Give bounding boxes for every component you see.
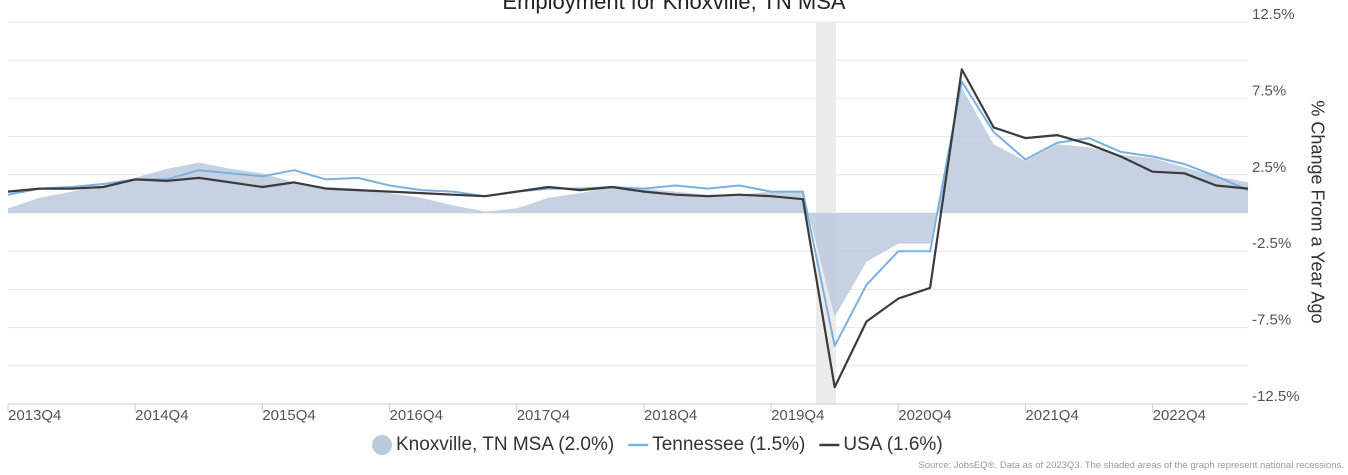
legend-label: USA (1.6%) bbox=[843, 434, 942, 455]
area bbox=[8, 87, 1248, 317]
x-tick-label: 2013Q4 bbox=[8, 407, 61, 424]
x-tick-label: 2020Q4 bbox=[898, 407, 951, 424]
legend-swatch bbox=[372, 435, 392, 455]
y-tick-label: -12.5% bbox=[1252, 388, 1300, 405]
y-tick-label: 12.5% bbox=[1252, 6, 1295, 23]
legend-label: Knoxville, TN MSA (2.0%) bbox=[396, 434, 614, 455]
x-tick-label: 2022Q4 bbox=[1153, 407, 1206, 424]
x-tick-label: 2016Q4 bbox=[390, 407, 443, 424]
x-tick-label: 2021Q4 bbox=[1025, 407, 1078, 424]
x-tick-label: 2018Q4 bbox=[644, 407, 697, 424]
y-tick-label: 7.5% bbox=[1252, 82, 1286, 99]
legend-label: Tennessee (1.5%) bbox=[652, 434, 805, 455]
source-note: Source: JobsEQ®. Data as of 2023Q3. The … bbox=[918, 460, 1344, 471]
x-tick-label: 2015Q4 bbox=[262, 407, 315, 424]
y-tick-label: -2.5% bbox=[1252, 235, 1291, 252]
line bbox=[7, 68, 1249, 389]
line bbox=[7, 80, 1249, 347]
chart-title: Employment for Knoxville, TN MSA bbox=[502, 0, 845, 14]
y-tick-label: -7.5% bbox=[1252, 312, 1291, 329]
x-tick-label: 2017Q4 bbox=[517, 407, 570, 424]
y-tick-label: 2.5% bbox=[1252, 159, 1286, 176]
y-axis-label: % Change From a Year Ago bbox=[1307, 100, 1327, 323]
x-tick-label: 2019Q4 bbox=[771, 407, 824, 424]
x-tick-label: 2014Q4 bbox=[135, 407, 188, 424]
